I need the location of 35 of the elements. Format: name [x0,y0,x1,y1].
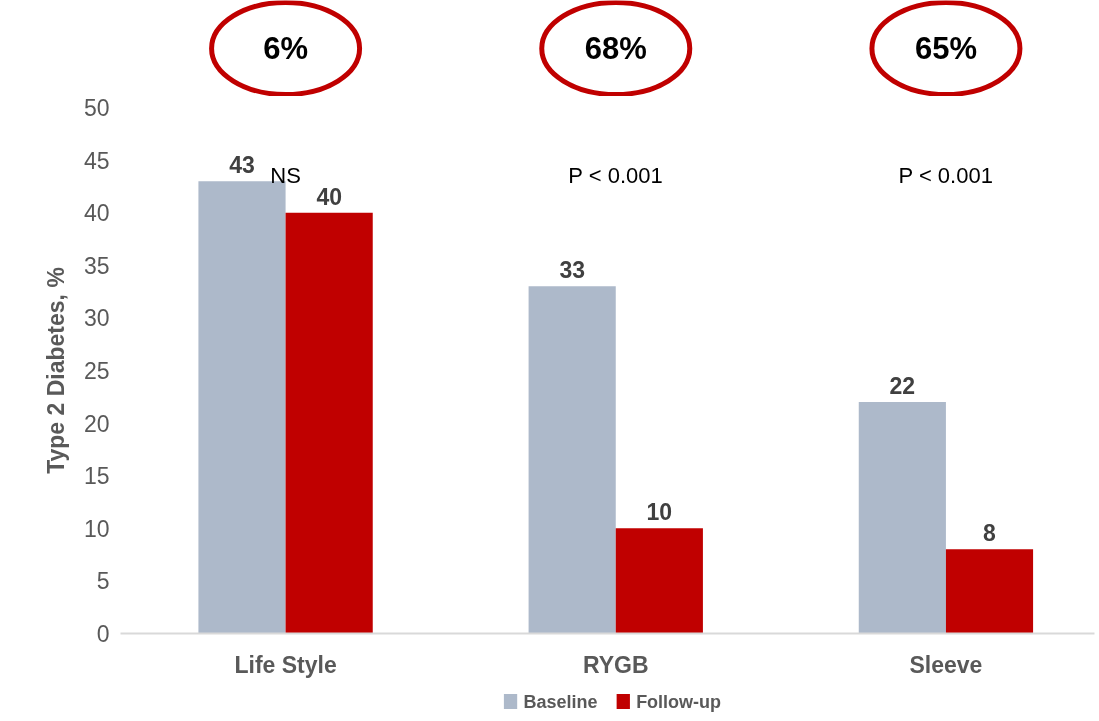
bar [198,181,286,634]
y-tick-label: 50 [83,95,110,121]
data-label: 40 [316,183,342,210]
y-tick-label: 10 [83,515,110,542]
bar [858,402,946,634]
x-tick-label: Sleeve [909,651,983,678]
legend-label: Follow-up [636,691,722,712]
legend-label: Baseline [523,691,598,712]
y-tick-label: 25 [83,358,110,384]
y-tick-label: 40 [83,200,110,227]
bar [945,549,1034,634]
y-tick-label: 45 [83,147,110,174]
y-tick-label: 5 [96,568,110,595]
bar [615,528,703,634]
text: 65% [914,31,977,66]
data-label: 10 [646,499,673,526]
annotation: NS [270,163,301,189]
bar [528,286,616,634]
y-tick-label: 0 [96,621,110,647]
y-tick-label: 15 [83,463,110,490]
data-label: 43 [229,152,255,179]
y-tick-label: 20 [83,410,110,437]
annotation: P < 0.001 [568,163,663,189]
bar [285,212,373,634]
y-tick-label: 35 [83,252,110,279]
data-label: 33 [559,257,585,284]
data-label: 8 [983,520,997,547]
x-tick-label: RYGB [582,651,649,678]
data-label: 22 [889,373,916,400]
y-tick-label: 30 [83,305,110,332]
text: 68% [584,31,647,66]
y-axis-title: Type 2 Diabetes, % [42,267,69,474]
x-tick-label: Life Style [234,651,337,678]
text: 6% [263,31,308,66]
annotation: P < 0.001 [898,163,993,189]
